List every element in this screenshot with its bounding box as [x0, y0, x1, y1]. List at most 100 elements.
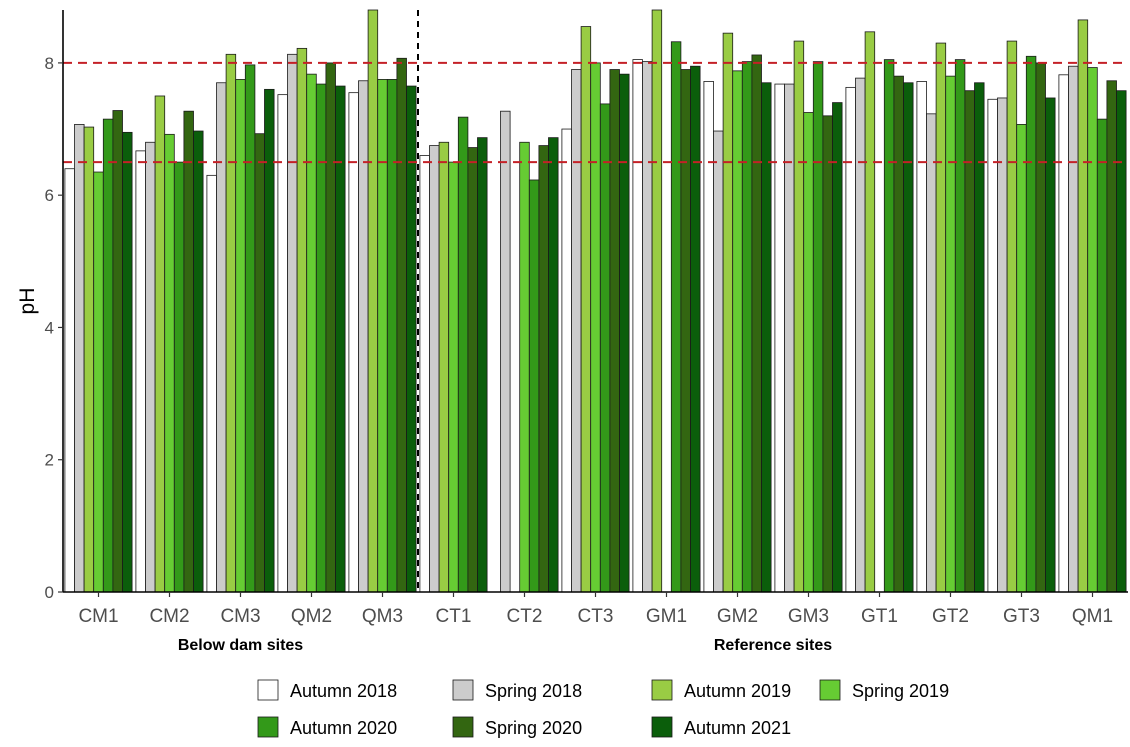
bar-gm1-autumn-2019	[651, 9, 663, 593]
bar-gm3-spring-2018	[784, 83, 795, 593]
bar-ct3-autumn-2019	[580, 26, 592, 593]
x-tick-label-gt1: GT1	[861, 606, 898, 627]
bar-qm3-spring-2019	[377, 79, 388, 593]
bar-gm1-spring-2020	[680, 69, 691, 593]
x-tick-label-gt2: GT2	[932, 606, 969, 627]
legend-label-spring-2019: Spring 2019	[852, 681, 949, 701]
bar-ct1-spring-2019	[448, 161, 459, 593]
x-tick-label-cm2: CM2	[149, 606, 189, 627]
bar-gt1-autumn-2020	[883, 59, 895, 593]
bar-gt3-autumn-2019	[1006, 40, 1018, 593]
x-tick-label-cm1: CM1	[78, 606, 118, 627]
bar-cm2-autumn-2021	[193, 130, 204, 593]
bar-gt3-autumn-2018	[987, 98, 998, 593]
bar-cm2-autumn-2019	[154, 95, 166, 593]
x-tick-label-ct3: CT3	[578, 606, 614, 627]
legend-label-autumn-2018: Autumn 2018	[290, 681, 397, 701]
bar-ct3-autumn-2020	[599, 103, 611, 593]
group-label-1: Below dam sites	[178, 637, 303, 654]
bar-qm2-autumn-2018	[277, 94, 288, 593]
bar-qm1-spring-2020	[1106, 80, 1117, 593]
bar-ct1-autumn-2019	[438, 141, 450, 593]
bar-gm2-autumn-2019	[722, 32, 734, 593]
bar-gt1-spring-2020	[893, 75, 904, 593]
bar-qm3-spring-2020	[396, 57, 407, 593]
group-label-2: Reference sites	[714, 637, 832, 654]
bar-qm3-autumn-2019	[367, 9, 379, 593]
y-tick-label: 0	[45, 583, 54, 602]
bar-gt2-autumn-2018	[916, 81, 927, 593]
bar-cm3-autumn-2020	[244, 64, 256, 593]
legend-label-autumn-2019: Autumn 2019	[684, 681, 791, 701]
bar-cm2-autumn-2020	[173, 161, 185, 593]
legend-swatch-spring-2018	[452, 679, 474, 701]
bar-cm1-spring-2018	[74, 124, 85, 593]
bar-gt2-autumn-2021	[974, 82, 985, 593]
bar-gm3-autumn-2020	[812, 61, 824, 593]
bar-gt3-spring-2020	[1035, 62, 1046, 593]
y-tick-label: 4	[45, 318, 54, 337]
bar-gm1-spring-2018	[642, 61, 653, 593]
bar-cm3-autumn-2018	[206, 174, 217, 593]
x-tick-label-gm1: GM1	[646, 606, 687, 627]
bar-ct3-spring-2018	[571, 69, 582, 593]
bar-gm2-spring-2018	[713, 130, 724, 593]
x-tick-label-cm3: CM3	[220, 606, 260, 627]
legend-swatch-autumn-2018	[257, 679, 279, 701]
bar-gm3-autumn-2018	[774, 83, 785, 593]
bar-qm2-autumn-2020	[315, 83, 327, 593]
bar-ct2-autumn-2020	[528, 179, 540, 593]
bar-qm1-autumn-2020	[1096, 118, 1108, 593]
y-tick-label: 2	[45, 451, 54, 470]
legend-label-spring-2020: Spring 2020	[485, 718, 582, 738]
bar-ct3-spring-2020	[609, 69, 620, 593]
bar-qm1-spring-2019	[1087, 67, 1098, 593]
bar-ct1-spring-2020	[467, 147, 478, 593]
bar-ct3-spring-2019	[590, 62, 601, 593]
bar-qm2-spring-2019	[306, 73, 317, 593]
bar-cm1-autumn-2021	[122, 131, 133, 593]
x-tick-label-ct2: CT2	[507, 606, 543, 627]
bar-gt3-spring-2018	[997, 97, 1008, 593]
bar-ct2-spring-2020	[538, 145, 549, 593]
bar-qm3-autumn-2018	[348, 92, 359, 593]
bar-cm3-spring-2019	[235, 79, 246, 593]
bar-gt1-autumn-2021	[903, 82, 914, 593]
legend-swatch-spring-2020	[452, 716, 474, 738]
bar-qm1-spring-2018	[1068, 65, 1079, 593]
bar-gt3-autumn-2020	[1025, 55, 1037, 593]
bar-cm3-autumn-2021	[264, 88, 275, 593]
bar-ct2-spring-2019	[519, 141, 530, 593]
bar-gm3-autumn-2019	[793, 40, 805, 593]
legend-swatch-autumn-2019	[651, 679, 673, 701]
bar-ct1-autumn-2021	[477, 137, 488, 593]
bar-gt2-spring-2020	[964, 90, 975, 593]
bar-ct1-autumn-2018	[419, 155, 430, 593]
bar-gm3-spring-2020	[822, 115, 833, 593]
bar-cm2-autumn-2018	[135, 150, 146, 593]
bar-gt2-autumn-2020	[954, 59, 966, 593]
x-tick-label-ct1: CT1	[436, 606, 472, 627]
bar-gt3-autumn-2021	[1045, 97, 1056, 593]
x-tick-label-qm1: QM1	[1072, 606, 1113, 627]
bar-qm3-autumn-2020	[386, 79, 398, 593]
y-tick-label: 8	[45, 54, 54, 73]
bar-cm2-spring-2018	[145, 141, 156, 593]
x-tick-label-gm2: GM2	[717, 606, 758, 627]
legend-swatch-spring-2019	[819, 679, 841, 701]
bar-gm3-autumn-2021	[832, 102, 843, 593]
bar-cm3-autumn-2019	[225, 53, 237, 593]
bar-ct1-spring-2018	[429, 145, 440, 593]
bar-gm2-spring-2020	[751, 54, 762, 593]
bar-qm2-autumn-2019	[296, 47, 308, 593]
bar-gm3-spring-2019	[803, 112, 814, 593]
bar-gm1-autumn-2018	[632, 59, 643, 593]
bar-gt2-autumn-2019	[935, 42, 947, 593]
bar-gt3-spring-2019	[1016, 124, 1027, 593]
legend-label-spring-2018: Spring 2018	[485, 681, 582, 701]
bar-gt1-autumn-2019	[864, 31, 876, 593]
bar-qm1-autumn-2021	[1116, 90, 1127, 593]
bar-gt1-spring-2018	[855, 77, 866, 593]
bar-gm2-spring-2019	[732, 70, 743, 593]
y-tick-label: 6	[45, 186, 54, 205]
